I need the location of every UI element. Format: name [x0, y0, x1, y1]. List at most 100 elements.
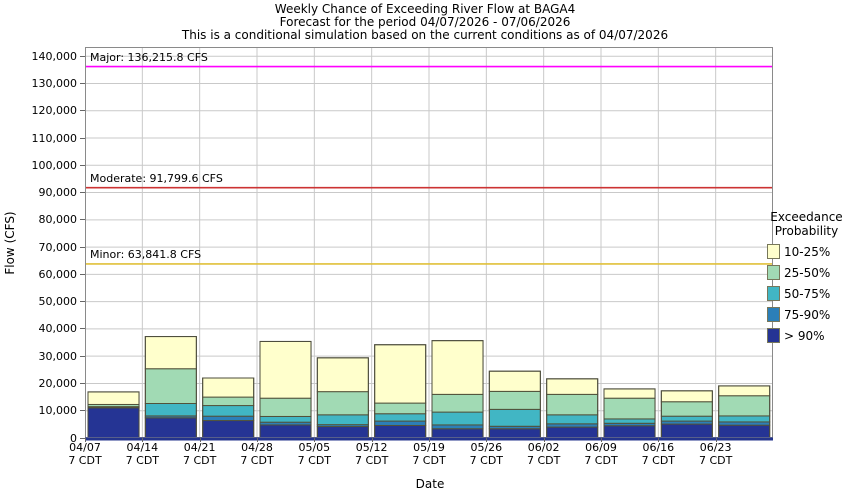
x-tick-label: 05/12 7 CDT	[354, 441, 389, 467]
bar-segment	[718, 415, 771, 423]
legend-title-line1: Exceedance	[770, 210, 843, 224]
legend-item: > 90%	[767, 328, 850, 343]
bar-segment	[488, 390, 541, 410]
bar-segment	[374, 420, 427, 426]
bar-segment	[488, 428, 541, 439]
threshold-label-minor: Minor: 63,841.8 CFS	[90, 247, 202, 261]
bar-segment	[144, 403, 197, 417]
bar-segment	[316, 414, 369, 426]
plot-area	[85, 47, 775, 447]
x-tick-mark	[658, 438, 660, 442]
chart-subtitle-note: This is a conditional simulation based o…	[181, 28, 669, 42]
y-tick-label: 20,000	[38, 376, 78, 390]
y-tick-mark	[80, 82, 85, 84]
chart-title: Weekly Chance of Exceeding River Flow at…	[274, 2, 576, 16]
bar-segment	[660, 423, 713, 439]
x-tick-mark	[199, 438, 201, 442]
y-tick-mark	[80, 110, 85, 112]
y-tick-label: 40,000	[38, 322, 78, 336]
x-tick-mark	[543, 438, 545, 442]
x-tick-mark	[85, 438, 86, 442]
bar-segment	[488, 370, 541, 392]
y-tick-mark	[80, 273, 85, 275]
bar-segment	[431, 340, 484, 395]
bar-segment	[718, 424, 771, 439]
legend-item-label: > 90%	[784, 328, 825, 343]
bar-segment	[202, 396, 255, 407]
y-tick-label: 80,000	[38, 213, 78, 227]
x-tick-label: 04/28 7 CDT	[240, 441, 274, 467]
threshold-label-moderate: Moderate: 91,799.6 CFS	[90, 171, 223, 185]
x-tick-label: 05/05 7 CDT	[297, 441, 332, 467]
y-tick-label: 0	[70, 431, 77, 445]
legend-item: 75-90%	[767, 307, 850, 322]
plot-svg	[85, 47, 773, 441]
bar-segment	[87, 406, 140, 439]
y-tick-mark	[80, 301, 85, 303]
bar-segment	[316, 426, 369, 439]
y-tick-label: 30,000	[38, 349, 78, 363]
x-tick-mark	[601, 438, 602, 442]
legend-item: 10-25%	[767, 244, 850, 259]
y-tick-label: 140,000	[31, 49, 78, 63]
bar-segment	[546, 378, 599, 395]
bar-segment	[660, 401, 713, 417]
y-tick-label: 100,000	[31, 158, 78, 172]
x-tick-label: 04/07 7 CDT	[68, 441, 102, 467]
y-tick-label: 10,000	[38, 404, 78, 418]
bar-segment	[202, 415, 255, 422]
legend: Exceedance Probability 10-25% 25-50% 50-75…	[763, 210, 850, 343]
bar-segment	[144, 417, 197, 439]
legend-swatch-icon	[767, 307, 780, 322]
x-axis-title: Date	[415, 477, 445, 491]
bar-segment	[431, 424, 484, 430]
x-tick-label: 06/09 7 CDT	[584, 441, 618, 467]
x-tick-mark	[257, 438, 258, 442]
legend-item-label: 10-25%	[784, 244, 831, 259]
x-tick-mark	[486, 438, 488, 442]
bar-segment	[374, 413, 427, 422]
y-tick-mark	[80, 192, 85, 194]
x-tick-label: 04/21 7 CDT	[182, 441, 217, 467]
y-tick-label: 60,000	[38, 267, 78, 281]
legend-item-label: 50-75%	[784, 286, 831, 301]
y-tick-label: 90,000	[38, 186, 78, 200]
bar-segment	[144, 368, 197, 405]
x-tick-label: 04/14 7 CDT	[125, 441, 160, 467]
bar-segment	[202, 377, 255, 398]
x-tick-label: 06/23 7 CDT	[698, 441, 733, 467]
y-tick-label: 130,000	[31, 76, 78, 90]
bar-segment	[202, 405, 255, 417]
bar-segment	[603, 418, 656, 424]
bar-segment	[546, 426, 599, 439]
bar-segment	[718, 395, 771, 417]
legend-item-label: 25-50%	[784, 265, 831, 280]
y-tick-label: 50,000	[38, 295, 78, 309]
chart-subtitle-period: Forecast for the period 04/07/2026 - 07/…	[279, 15, 571, 29]
y-tick-mark	[80, 328, 85, 330]
bar-segment	[603, 397, 656, 420]
bar-segment	[603, 388, 656, 399]
x-tick-label: 05/26 7 CDT	[469, 441, 504, 467]
legend-item-label: 75-90%	[784, 307, 831, 322]
legend-swatch-icon	[767, 286, 780, 301]
x-tick-mark	[142, 438, 144, 442]
bar-segment	[718, 385, 771, 397]
x-tick-mark	[715, 438, 717, 442]
bar-segment	[546, 393, 599, 416]
y-tick-mark	[80, 437, 85, 439]
y-tick-mark	[80, 382, 85, 384]
bar-segment	[603, 425, 656, 439]
bar-segment	[259, 340, 312, 399]
legend-item: 25-50%	[767, 265, 850, 280]
bar-segment	[660, 415, 713, 422]
bar-segment	[87, 391, 140, 405]
y-tick-label: 120,000	[31, 104, 78, 118]
x-tick-mark	[429, 438, 430, 442]
threshold-label-major: Major: 136,215.8 CFS	[90, 50, 208, 64]
legend-swatch-icon	[767, 244, 780, 259]
bar-segment	[660, 390, 713, 403]
y-tick-mark	[80, 137, 85, 139]
x-tick-label: 06/02 7 CDT	[526, 441, 561, 467]
